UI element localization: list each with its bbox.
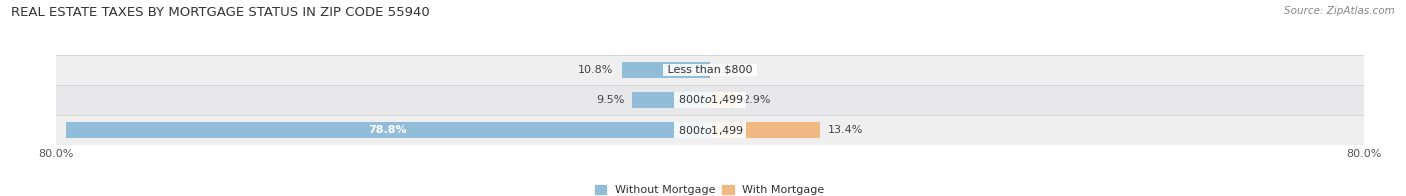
Text: 9.5%: 9.5% [596,95,624,105]
Bar [56,115,1364,145]
Text: Source: ZipAtlas.com: Source: ZipAtlas.com [1284,6,1395,16]
Bar [621,62,710,78]
Bar [56,55,1364,85]
Text: 10.8%: 10.8% [578,65,613,75]
Text: 78.8%: 78.8% [368,125,408,135]
Legend: Without Mortgage, With Mortgage: Without Mortgage, With Mortgage [595,185,825,195]
Text: REAL ESTATE TAXES BY MORTGAGE STATUS IN ZIP CODE 55940: REAL ESTATE TAXES BY MORTGAGE STATUS IN … [11,6,430,19]
Text: 0.0%: 0.0% [718,65,747,75]
Bar [633,92,710,108]
Text: 2.9%: 2.9% [742,95,770,105]
Text: 13.4%: 13.4% [828,125,863,135]
Text: $800 to $1,499: $800 to $1,499 [675,123,745,136]
Text: Less than $800: Less than $800 [664,65,756,75]
Bar [710,122,820,138]
Text: $800 to $1,499: $800 to $1,499 [675,93,745,106]
Bar [710,92,734,108]
Bar [56,85,1364,115]
Bar [66,122,710,138]
